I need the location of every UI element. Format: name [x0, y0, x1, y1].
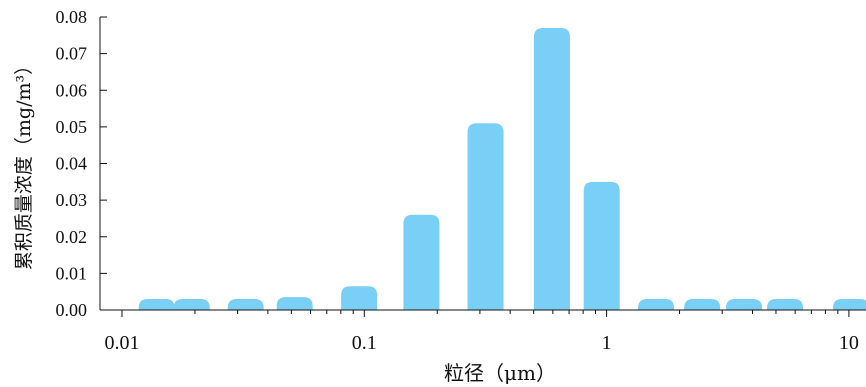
bar-3 — [276, 297, 313, 310]
bar-13 — [832, 299, 866, 310]
x-ticks: 0.01 0.1 1 10 — [105, 310, 859, 354]
bar-2 — [227, 299, 264, 310]
bar-10 — [684, 299, 721, 310]
x-tick-label-0: 0.01 — [105, 332, 140, 354]
bar-5 — [403, 214, 440, 310]
y-tick-label-3: 0.03 — [56, 190, 88, 210]
y-tick-label-5: 0.05 — [56, 117, 88, 137]
y-tick-label-7: 0.07 — [56, 44, 88, 64]
y-tick-label-0: 0.00 — [56, 300, 88, 320]
y-tick-label-2: 0.02 — [56, 227, 88, 247]
y-ticks: 0.00 0.01 0.02 0.03 0.04 0.05 0.06 0.07 0.08 — [56, 7, 107, 320]
y-tick-label-1: 0.01 — [56, 263, 88, 283]
bar-12 — [767, 299, 804, 310]
y-axis-label: 累积质量浓度（mg/m³） — [13, 56, 35, 270]
x-axis-label: 粒径（μm） — [444, 361, 556, 385]
x-tick-label-3: 10 — [839, 332, 859, 354]
bar-11 — [725, 299, 762, 310]
y-tick-label-6: 0.06 — [56, 80, 88, 100]
x-tick-label-1: 0.1 — [352, 332, 377, 354]
bar-4 — [341, 286, 378, 310]
bar-9 — [638, 299, 675, 310]
y-tick-label-8: 0.08 — [56, 7, 88, 27]
bar-1 — [173, 299, 210, 310]
bar-8 — [583, 181, 620, 310]
bar-7 — [533, 27, 570, 311]
bar-0 — [138, 299, 175, 310]
y-tick-label-4: 0.04 — [56, 154, 88, 174]
bars-group — [138, 27, 866, 311]
x-tick-label-2: 1 — [602, 332, 612, 354]
bar-6 — [467, 123, 504, 311]
